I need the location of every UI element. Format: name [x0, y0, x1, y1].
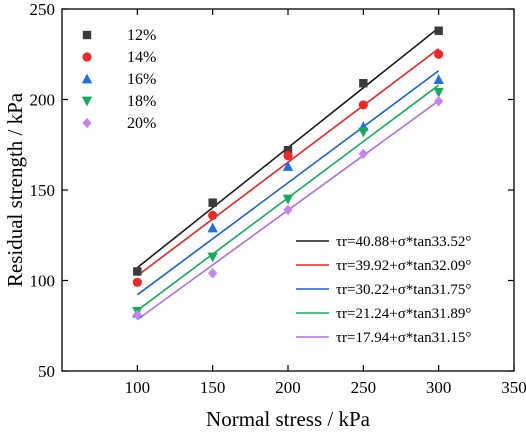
legend-label: 14% — [127, 49, 156, 66]
legend-label: 16% — [127, 71, 156, 88]
data-point — [434, 49, 444, 59]
y-tick-label: 150 — [30, 181, 56, 200]
data-point — [359, 79, 368, 88]
y-tick-label: 250 — [30, 0, 56, 19]
legend-label: 20% — [127, 115, 156, 132]
data-point — [283, 151, 293, 161]
fit-legend-label: τr=17.94+σ*tan31.15° — [336, 330, 471, 346]
data-point — [207, 222, 218, 233]
fit-legend: τr=40.88+σ*tan33.52° τr=39.92+σ*tan32.09°… — [296, 234, 471, 346]
data-point — [358, 127, 369, 138]
y-axis-title: Residual strength / kPa — [3, 92, 27, 287]
x-tick-label: 250 — [351, 378, 377, 397]
legend-marker — [81, 96, 93, 107]
data-point — [282, 194, 294, 205]
fit-lines — [136, 27, 440, 321]
data-point — [358, 148, 368, 159]
x-tick-label: 200 — [275, 378, 301, 397]
legend-label: 18% — [127, 93, 156, 110]
data-point — [358, 100, 368, 110]
legend-marker — [82, 52, 92, 62]
data-point — [433, 74, 444, 84]
data-point — [283, 204, 293, 216]
data-point — [434, 96, 444, 107]
x-axis-title: Normal stress / kPa — [206, 407, 371, 431]
data-point — [283, 145, 293, 155]
fit-legend-label: τr=40.88+σ*tan33.52° — [336, 234, 471, 250]
fit-legend-label: τr=21.24+σ*tan31.89° — [336, 306, 471, 322]
data-point — [208, 210, 218, 220]
legend-marker — [82, 117, 92, 129]
legend-label: 12% — [127, 27, 156, 44]
x-tick-label: 300 — [426, 378, 452, 397]
fit-legend-label: τr=30.22+σ*tan31.75° — [336, 282, 471, 298]
data-point — [132, 309, 142, 321]
data-points — [132, 26, 444, 321]
data-point — [207, 252, 218, 263]
x-tick-label: 100 — [125, 378, 151, 397]
data-point — [434, 26, 443, 35]
data-point — [132, 277, 142, 287]
y-tick-label: 50 — [38, 362, 55, 381]
data-point — [133, 267, 142, 276]
y-tick-label: 200 — [30, 91, 56, 110]
data-point — [208, 198, 217, 207]
axis-ticks: 100 150 200 250 300 350 50 100 150 200 250 — [30, 0, 526, 397]
data-point — [282, 161, 294, 171]
fit-legend-label: τr=39.92+σ*tan32.09° — [336, 258, 471, 274]
legend-marker — [81, 73, 93, 84]
y-tick-label: 100 — [30, 272, 56, 291]
series-legend: 12% 14% 16% 18% 20% — [81, 27, 156, 132]
x-tick-label: 350 — [501, 378, 526, 397]
data-point — [433, 87, 444, 98]
legend-marker — [82, 30, 92, 40]
fit-line — [136, 70, 440, 296]
x-tick-label: 150 — [200, 378, 226, 397]
data-point — [208, 268, 218, 279]
